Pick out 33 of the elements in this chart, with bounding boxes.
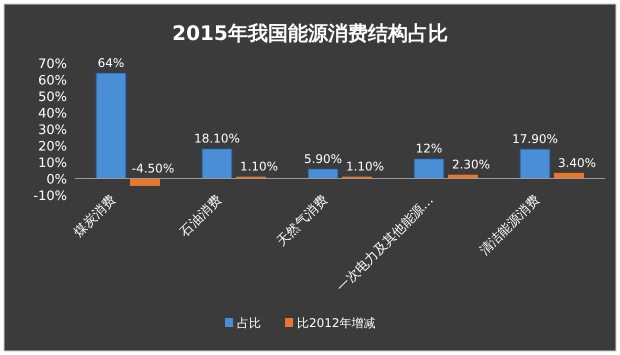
y-tick-label: 60% [38, 74, 67, 88]
x-tick-label: 石油消费 [177, 192, 225, 240]
chart-title: 2015年我国能源消费结构占比 [172, 21, 448, 45]
x-tick-label: 清洁能源消费 [477, 192, 543, 258]
y-tick-label: 40% [38, 106, 67, 122]
legend-label: 占比 [237, 316, 261, 330]
y-tick-label: 10% [38, 156, 67, 171]
y-tick-label: 20% [38, 140, 67, 154]
data-label: 17.90% [512, 132, 558, 146]
x-tick-label: 煤炭消费 [71, 192, 119, 240]
legend-label: 比2012年增减 [297, 316, 376, 330]
data-label: 2.30% [452, 158, 490, 172]
data-label: 1.10% [240, 160, 278, 174]
y-tick-label: 50% [38, 90, 67, 105]
data-label: 12% [416, 142, 442, 156]
data-label: 18.10% [194, 132, 240, 146]
data-label: 64% [98, 56, 124, 70]
bar [520, 148, 550, 179]
y-tick-label: 0% [46, 172, 67, 188]
bar [448, 174, 478, 178]
bar [96, 72, 126, 179]
data-label: 1.10% [346, 160, 384, 174]
y-tick-label: -10% [33, 189, 67, 204]
bar [202, 148, 232, 179]
data-label: 5.90% [304, 152, 342, 166]
y-tick-label: 30% [38, 123, 67, 138]
data-label: -4.50% [132, 162, 174, 176]
bar [130, 178, 160, 186]
data-label: 3.40% [558, 156, 596, 170]
y-tick-label: 70% [38, 57, 67, 72]
x-tick-label: 一次电力及其他能源… [334, 192, 437, 296]
x-tick-label: 天然气消费 [274, 192, 331, 250]
bar [414, 158, 444, 179]
